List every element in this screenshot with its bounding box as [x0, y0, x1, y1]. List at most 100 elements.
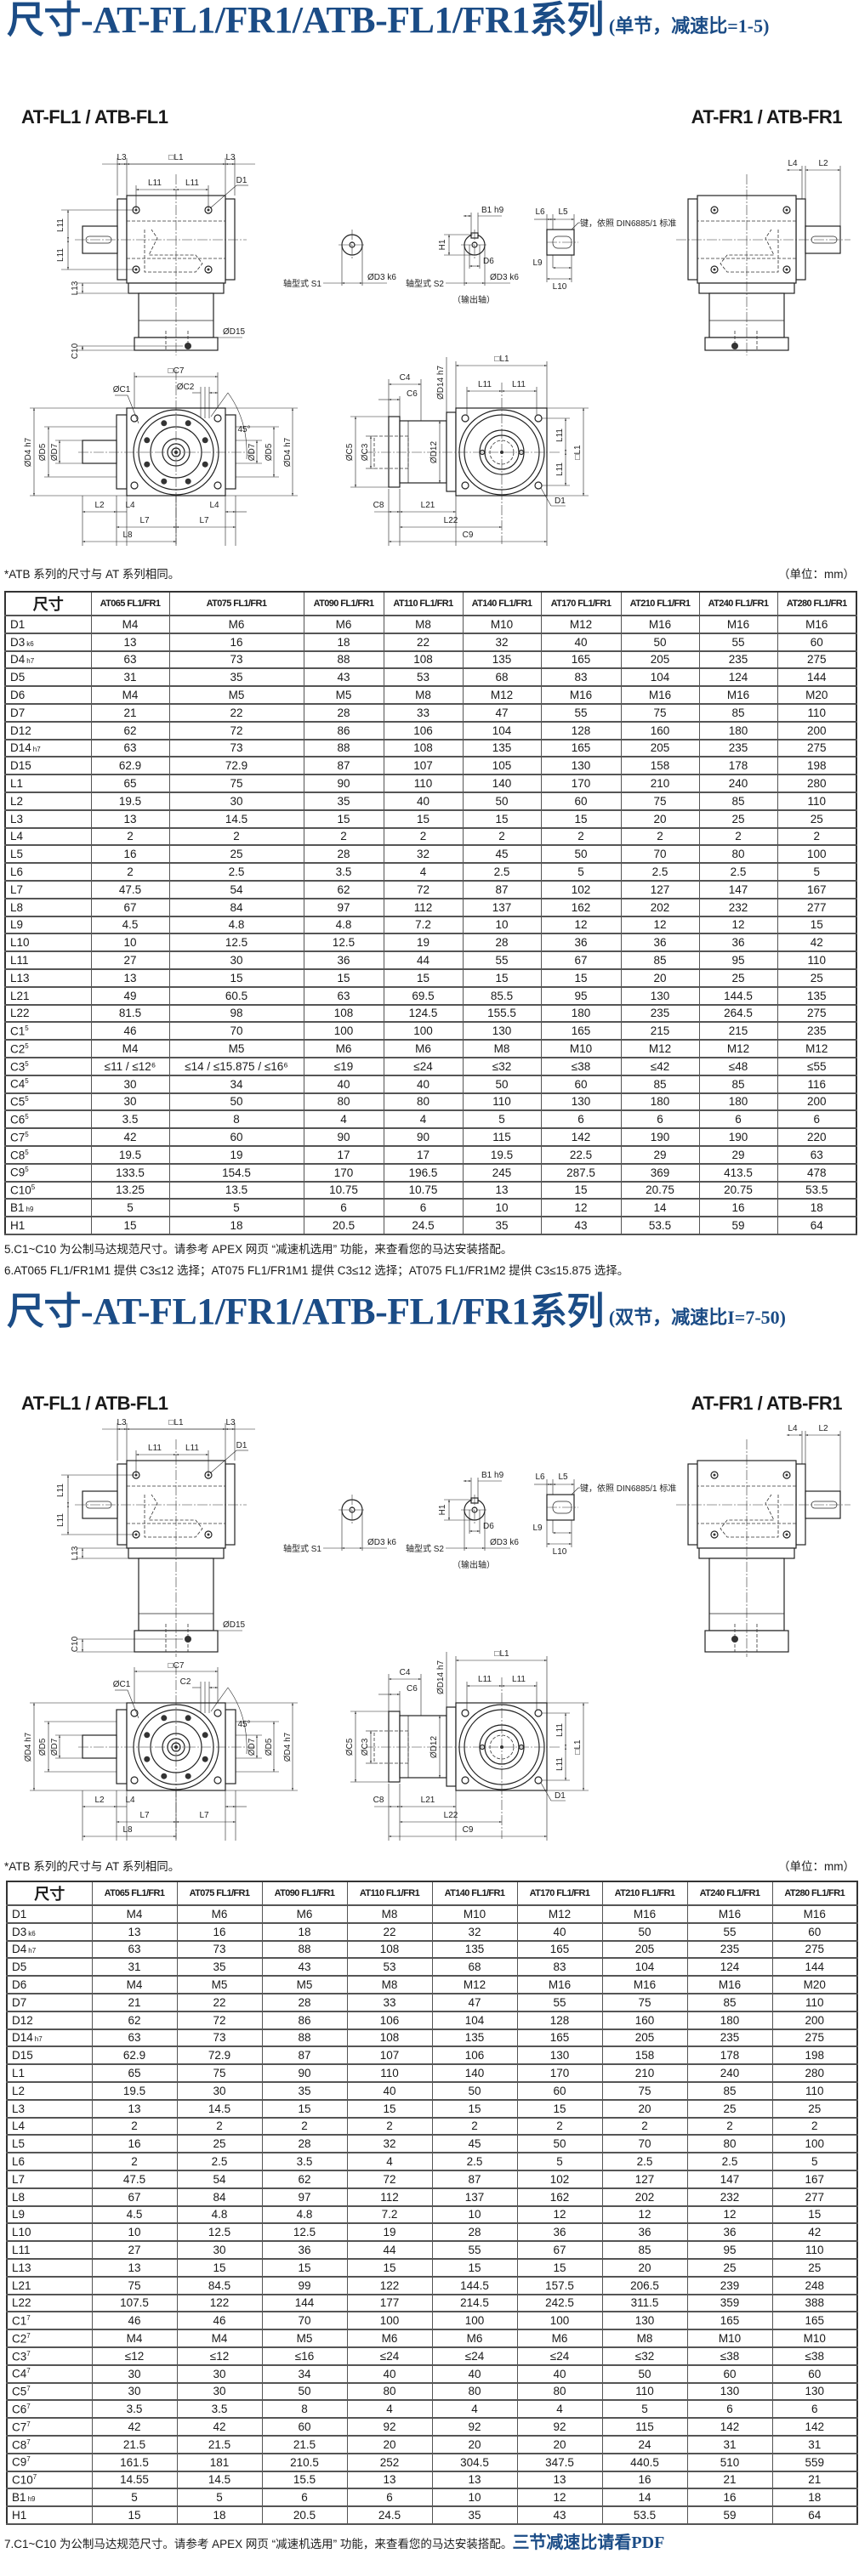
- table-cell: ≤38: [771, 2346, 858, 2366]
- table-cell: 14: [601, 2488, 688, 2508]
- table-cell: 7.2: [346, 2205, 433, 2225]
- row-label: L9: [6, 2205, 93, 2225]
- table-cell: 60: [540, 792, 622, 811]
- table-cell: 205: [620, 650, 700, 670]
- table-cell: 190: [698, 1128, 778, 1147]
- table-cell: M12: [516, 1905, 603, 1924]
- table-cell: 12.5: [303, 933, 384, 953]
- row-label-text: L2: [10, 794, 24, 808]
- table-cell: 108: [346, 2028, 433, 2048]
- table-cell: 25: [777, 968, 857, 988]
- table-cell: 54: [176, 2170, 263, 2189]
- row-label: C107: [6, 2471, 93, 2490]
- header-model: AT110 FL1/FR1: [346, 1881, 433, 1906]
- row-label: D7: [4, 703, 92, 723]
- table-cell: 14.5: [176, 2471, 263, 2490]
- table-cell: 88: [303, 650, 384, 670]
- table-cell: M5: [261, 1976, 348, 1994]
- table-cell: 33: [383, 703, 464, 723]
- header-model: AT280 FL1/FR1: [771, 1881, 858, 1906]
- dim-label-f-d7l: ØD7: [50, 443, 60, 461]
- table-cell: 36: [261, 2241, 348, 2260]
- table-cell: 85: [620, 1075, 700, 1094]
- dimension-drawing-svg: L3 □L1 L3 L11 L11 D1 L11 L11 L13 ØD15 C10 L4 L2 轴型式 S…: [24, 1418, 850, 1841]
- row-label: H1: [4, 1217, 92, 1235]
- table-cell: 84: [176, 2187, 263, 2207]
- table-cell: 510: [686, 2453, 773, 2472]
- table-cell: ≤32: [601, 2346, 688, 2366]
- table-cell: 19.5: [91, 2081, 178, 2101]
- table-cell: M4: [90, 1040, 170, 1058]
- table-cell: M4: [90, 686, 170, 705]
- dim-label-tl-d15: ØD15: [223, 327, 246, 337]
- row-label: C97: [6, 2453, 93, 2472]
- row-label-text: C4: [12, 2367, 27, 2380]
- table-cell: 112: [383, 898, 464, 917]
- table-cell: 110: [383, 775, 464, 793]
- table-cell: 50: [462, 1075, 542, 1094]
- series-note: *ATB 系列的尺寸与 AT 系列相同。: [4, 568, 180, 581]
- table-cell: 160: [620, 721, 700, 740]
- table-cell: 205: [601, 2028, 688, 2048]
- table-cell: 122: [176, 2294, 263, 2313]
- table-cell: 280: [771, 2064, 858, 2083]
- table-cell: 60: [168, 1128, 304, 1147]
- table-cell: 13.25: [90, 1181, 170, 1200]
- table-cell: 15: [90, 1217, 170, 1235]
- table-cell: 53.5: [620, 1217, 700, 1235]
- dim-label-f-d5l: ØD5: [38, 1738, 48, 1756]
- table-cell: 45: [431, 2135, 518, 2154]
- table-cell: 15: [303, 809, 384, 829]
- table-cell: 10: [462, 916, 542, 935]
- row-label: C95: [4, 1163, 92, 1183]
- row-label-text: L6: [10, 865, 24, 879]
- table-cell: 45: [462, 845, 542, 865]
- table-cell: M6: [383, 1040, 464, 1058]
- table-cell: 86: [303, 721, 384, 740]
- dim-label-s-l22: L22: [444, 1811, 458, 1820]
- table-cell: M16: [686, 1976, 773, 1994]
- dim-label-tr-l2: L2: [818, 1424, 828, 1433]
- table-cell: 68: [431, 1958, 518, 1977]
- table-cell: 15: [516, 2099, 603, 2119]
- side-view: [373, 407, 548, 496]
- table-cell: 43: [303, 668, 384, 688]
- table-row: C97 161.5 181 210.5 252 304.5 347.5 440.5 510 559: [6, 2453, 858, 2472]
- table-cell: 144: [261, 2294, 348, 2313]
- table-cell: 80: [516, 2382, 603, 2402]
- table-cell: 75: [176, 2064, 263, 2083]
- header-model: AT075 FL1/FR1: [176, 1881, 263, 1906]
- row-label-text: C8: [10, 1149, 26, 1162]
- table-cell: 311.5: [601, 2294, 688, 2313]
- table-cell: 12.5: [261, 2223, 348, 2243]
- dim-label-f-c7: □C7: [168, 1661, 185, 1671]
- dim-label-tl-l3a: L3: [117, 153, 127, 162]
- table-cell: 63: [90, 739, 170, 758]
- header-model: AT140 FL1/FR1: [462, 592, 542, 616]
- row-label-superscript: 7: [32, 2473, 37, 2482]
- row-label-text: L21: [12, 2278, 31, 2292]
- table-cell: 25: [176, 2135, 263, 2154]
- dim-label-f-c1: ØC1: [113, 1680, 131, 1689]
- row-label-text: L22: [12, 2296, 31, 2310]
- table-cell: 106: [431, 2046, 518, 2066]
- table-cell: 20: [620, 968, 700, 988]
- table-cell: 19.5: [462, 1145, 542, 1165]
- table-cell: 142: [771, 2418, 858, 2437]
- table-cell: 60: [261, 2418, 348, 2437]
- table-cell: 200: [771, 2011, 858, 2030]
- row-label: D5: [6, 1958, 93, 1977]
- dim-label-tl-l13: L13: [71, 281, 80, 295]
- pdf-link[interactable]: 三节减速比请看PDF: [512, 2533, 665, 2552]
- row-label-superscript: 5: [25, 1112, 29, 1121]
- model-heading-right: AT-FR1 / ATB-FR1: [691, 1393, 843, 1414]
- table-cell: 130: [516, 2046, 603, 2066]
- table-cell: 10.75: [303, 1181, 384, 1200]
- table-cell: 245: [462, 1163, 542, 1183]
- table-row: L8 67 84 97 112 137 162 202 232 277: [4, 898, 857, 917]
- row-label-text: D1: [10, 617, 26, 631]
- table-cell: 35: [462, 1217, 542, 1235]
- table-cell: 44: [383, 951, 464, 970]
- dim-label-tl-d1: D1: [236, 176, 247, 185]
- row-label: D6: [6, 1976, 93, 1994]
